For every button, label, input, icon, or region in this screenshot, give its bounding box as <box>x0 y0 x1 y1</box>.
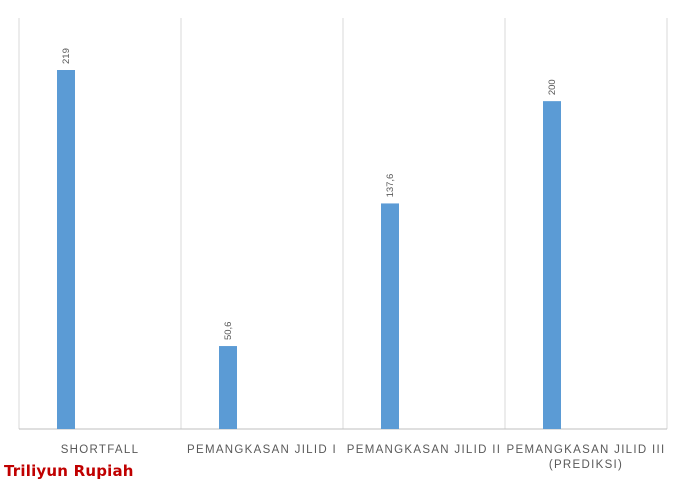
gridlines <box>18 18 668 430</box>
unit-label: Triliyun Rupiah <box>4 462 134 480</box>
bar-3 <box>381 203 399 429</box>
x-tick-labels: SHORTFALL PEMANGKASAN JILID I PEMANGKASAN … <box>61 444 666 471</box>
data-label-2: 50,6 <box>223 322 234 341</box>
x-tick-label-4-line-2: (PREDIKSI) <box>549 459 623 471</box>
data-label-1: 219 <box>61 48 72 64</box>
data-label-3: 137,6 <box>385 174 396 198</box>
x-tick-label-3: PEMANGKASAN JILID II <box>347 444 501 456</box>
data-labels: 219 50,6 137,6 200 <box>61 48 558 340</box>
x-tick-label-4: PEMANGKASAN JILID III <box>507 444 666 456</box>
x-tick-label-2: PEMANGKASAN JILID I <box>187 444 337 456</box>
bars <box>57 70 561 429</box>
bar-1 <box>57 70 75 429</box>
data-label-4: 200 <box>547 79 558 95</box>
x-tick-label-1: SHORTFALL <box>61 444 140 456</box>
bar-2 <box>219 346 237 429</box>
bar-4 <box>543 101 561 429</box>
